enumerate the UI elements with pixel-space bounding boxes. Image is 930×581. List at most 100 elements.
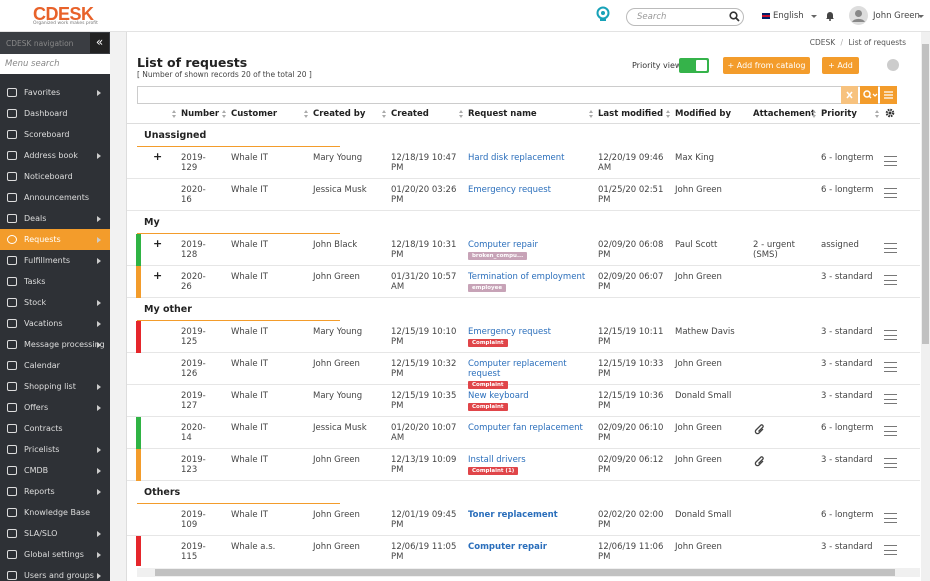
filter-input[interactable] xyxy=(137,86,896,104)
search-input[interactable]: Search xyxy=(626,8,744,26)
settings-icon[interactable] xyxy=(885,108,895,118)
nav-item[interactable]: Fulfillments xyxy=(0,250,110,271)
collapse-button[interactable]: « xyxy=(90,33,109,53)
customer: Whale IT xyxy=(231,359,268,369)
request-link[interactable]: Computer repair xyxy=(468,240,538,250)
number: 2020-16 xyxy=(181,185,206,205)
column-header[interactable]: Customer xyxy=(231,109,278,119)
nav-arrow xyxy=(97,384,101,390)
sort-icon[interactable] xyxy=(666,110,671,118)
row-menu[interactable] xyxy=(884,426,897,436)
created: 01/31/20 10:57 AM xyxy=(391,272,457,292)
request-link[interactable]: Computer fan replacement xyxy=(468,423,583,433)
row-menu[interactable] xyxy=(884,362,897,372)
request-cell: Termination of employment employee xyxy=(468,272,593,292)
column-header[interactable]: Priority xyxy=(821,109,857,119)
request-link[interactable]: Emergency request xyxy=(468,327,551,337)
request-link[interactable]: Computer replacement request xyxy=(468,359,567,379)
priority-toggle[interactable] xyxy=(679,58,709,73)
request-tag: Complaint xyxy=(468,381,508,389)
nav-item[interactable]: Tasks xyxy=(0,271,110,292)
nav-item[interactable]: Stock xyxy=(0,292,110,313)
sort-icon[interactable] xyxy=(589,110,594,118)
nav-item[interactable]: Offers xyxy=(0,397,110,418)
row-menu[interactable] xyxy=(884,545,897,555)
logo[interactable]: CDESK xyxy=(33,4,94,24)
row-menu[interactable] xyxy=(884,188,897,198)
column-header[interactable]: Number xyxy=(181,109,220,119)
search-icon[interactable] xyxy=(729,11,740,22)
nav-item[interactable]: Pricelists xyxy=(0,439,110,460)
breadcrumb-link[interactable]: CDESK xyxy=(809,38,836,47)
nav-arrow xyxy=(97,342,101,348)
column-header[interactable]: Request name xyxy=(468,109,537,119)
nav-item[interactable]: Knowledge Base xyxy=(0,502,110,523)
nav-item[interactable]: Favorites xyxy=(0,82,110,103)
nav-item[interactable]: Address book xyxy=(0,145,110,166)
scroll-thumb[interactable] xyxy=(155,569,895,576)
nav-item[interactable]: Vacations xyxy=(0,313,110,334)
nav-arrow xyxy=(97,321,101,327)
sort-icon[interactable] xyxy=(222,110,227,118)
row-menu[interactable] xyxy=(884,330,897,340)
attachment-icon[interactable] xyxy=(754,423,766,435)
add-from-catalog-button[interactable]: + Add from catalog xyxy=(723,57,810,74)
location-icon[interactable] xyxy=(596,6,610,24)
request-link[interactable]: Hard disk replacement xyxy=(468,153,565,163)
sort-icon[interactable] xyxy=(172,110,177,118)
attachment-icon[interactable] xyxy=(754,455,766,467)
scroll-thumb[interactable] xyxy=(922,44,929,344)
created-by: John Green xyxy=(313,455,360,465)
nav-item[interactable]: Deals xyxy=(0,208,110,229)
nav-item[interactable]: Scoreboard xyxy=(0,124,110,145)
nav-item[interactable]: Contracts xyxy=(0,418,110,439)
nav-item[interactable]: Users and groups xyxy=(0,565,110,581)
request-link[interactable]: Termination of employment xyxy=(468,272,586,282)
add-button[interactable]: + Add xyxy=(822,57,859,74)
column-header[interactable]: Modified by xyxy=(675,109,732,119)
avatar[interactable] xyxy=(849,6,868,25)
row-menu[interactable] xyxy=(884,275,897,285)
horizontal-scrollbar[interactable] xyxy=(137,568,920,577)
column-header[interactable]: Created by xyxy=(313,109,366,119)
sort-icon[interactable] xyxy=(812,110,817,118)
nav-item[interactable]: Dashboard xyxy=(0,103,110,124)
nav-item[interactable]: Shopping list xyxy=(0,376,110,397)
request-link[interactable]: New keyboard xyxy=(468,391,529,401)
nav-item[interactable]: Global settings xyxy=(0,544,110,565)
user-name[interactable]: John Green xyxy=(873,11,920,21)
sort-icon[interactable] xyxy=(304,110,309,118)
row-menu[interactable] xyxy=(884,513,897,523)
row-menu[interactable] xyxy=(884,243,897,253)
expand-button[interactable]: + xyxy=(153,237,163,250)
priority-bar xyxy=(136,234,141,266)
column-header[interactable]: Created xyxy=(391,109,429,119)
sort-icon[interactable] xyxy=(382,110,387,118)
expand-button[interactable]: + xyxy=(153,269,163,282)
nav-item[interactable]: Announcements xyxy=(0,187,110,208)
sort-icon[interactable] xyxy=(459,110,464,118)
request-link[interactable]: Computer repair xyxy=(468,542,547,552)
nav-item[interactable]: SLA/SLO xyxy=(0,523,110,544)
nav-item[interactable]: Calendar xyxy=(0,355,110,376)
column-header[interactable]: Last modified xyxy=(598,109,664,119)
nav-item[interactable]: Message processing xyxy=(0,334,110,355)
vertical-scrollbar[interactable] xyxy=(921,32,930,581)
nav-arrow xyxy=(97,468,101,474)
nav-item[interactable]: CMDB xyxy=(0,460,110,481)
request-link[interactable]: Toner replacement xyxy=(468,510,558,520)
language[interactable]: English xyxy=(773,11,804,21)
filter-buttons[interactable] xyxy=(841,86,897,104)
nav-item[interactable]: Requests xyxy=(0,229,110,250)
expand-button[interactable]: + xyxy=(153,150,163,163)
row-menu[interactable] xyxy=(884,394,897,404)
menu-search[interactable]: Menu search xyxy=(0,54,110,74)
request-link[interactable]: Emergency request xyxy=(468,185,551,195)
bell-icon[interactable] xyxy=(825,10,835,21)
nav-item[interactable]: Reports xyxy=(0,481,110,502)
customer: Whale IT xyxy=(231,240,268,250)
nav-item[interactable]: Noticeboard xyxy=(0,166,110,187)
row-menu[interactable] xyxy=(884,156,897,166)
request-link[interactable]: Install drivers xyxy=(468,455,526,465)
row-menu[interactable] xyxy=(884,458,897,468)
